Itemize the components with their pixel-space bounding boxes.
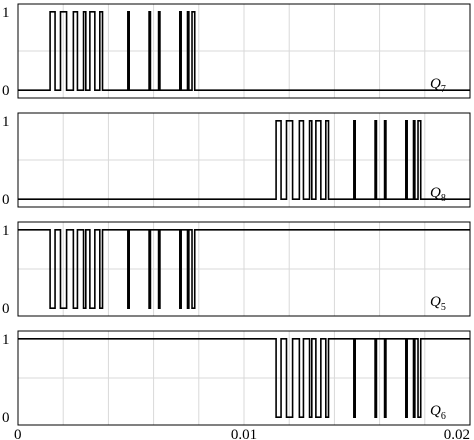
subplot-1: 0 1 Q7 (2, 3, 471, 99)
series-label-q7: Q7 (430, 76, 446, 95)
series-label-subscript: 7 (441, 84, 446, 95)
series-label-q5: Q5 (430, 294, 446, 313)
y-tick-label: 0 (2, 192, 10, 208)
plot-frame (17, 3, 471, 99)
x-tick-label: 0.01 (231, 427, 257, 440)
y-tick-label: 0 (2, 410, 10, 426)
plot-frame (17, 330, 471, 426)
x-tick-label: 0.02 (444, 427, 470, 440)
series-label-subscript: 6 (441, 411, 446, 422)
series-q7 (18, 11, 470, 91)
subplot-3: 0 1 Q5 (2, 221, 471, 317)
plot-frame (17, 221, 471, 317)
series-q6 (18, 338, 470, 418)
series-label-q6: Q6 (430, 403, 446, 422)
y-tick-label: 1 (2, 114, 10, 130)
y-tick-label: 0 (2, 83, 10, 99)
y-tick-label: 1 (2, 5, 10, 21)
y-tick-label: 0 (2, 301, 10, 317)
series-label-subscript: 5 (441, 302, 446, 313)
subplot-2: 0 1 Q8 (2, 112, 471, 208)
subplot-4: 0 1 Q6 0 0.01 0.02 (2, 330, 471, 440)
series-label-q8: Q8 (430, 185, 446, 204)
y-tick-label: 1 (2, 223, 10, 239)
y-tick-label: 1 (2, 332, 10, 348)
x-tick-label: 0 (14, 427, 22, 440)
series-label-subscript: 8 (441, 193, 446, 204)
plot-frame (17, 112, 471, 208)
series-q8 (18, 120, 470, 200)
series-q5 (18, 229, 470, 309)
